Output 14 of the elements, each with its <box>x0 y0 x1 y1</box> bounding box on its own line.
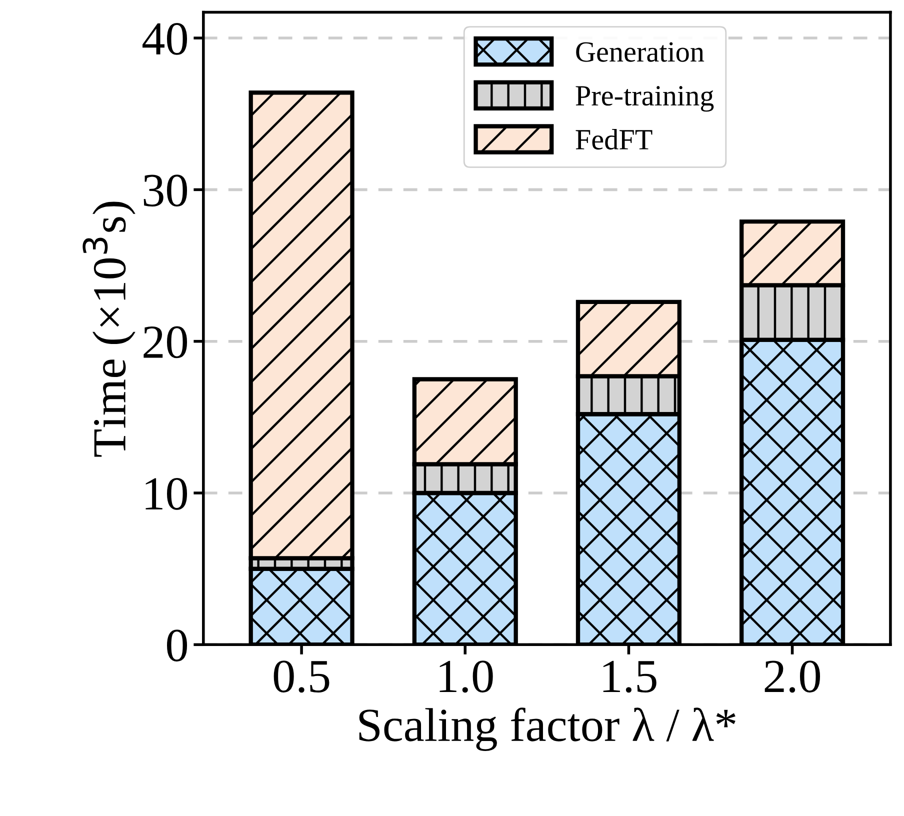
y-tick-label: 30 <box>144 174 188 207</box>
x-axis-title: Scaling factor λ / λ* <box>359 708 736 752</box>
x-tick-label: 1.0 <box>440 660 493 693</box>
legend-label: Pre-training <box>576 86 714 112</box>
y-axis-title: Time (×10$^{3}$s) <box>82 202 136 457</box>
y-tick-label: 10 <box>146 478 188 510</box>
y-tick-label: 40 <box>142 23 188 55</box>
y-tick-label: 20 <box>144 326 188 358</box>
x-tick-label: 1.5 <box>603 660 656 693</box>
x-tick-label: 2.0 <box>764 660 820 693</box>
legend-label: FedFT <box>576 129 652 150</box>
y-tick-label: 0 <box>167 630 188 662</box>
x-tick-label: 0.5 <box>274 660 330 693</box>
legend-label: Generation <box>576 42 704 62</box>
